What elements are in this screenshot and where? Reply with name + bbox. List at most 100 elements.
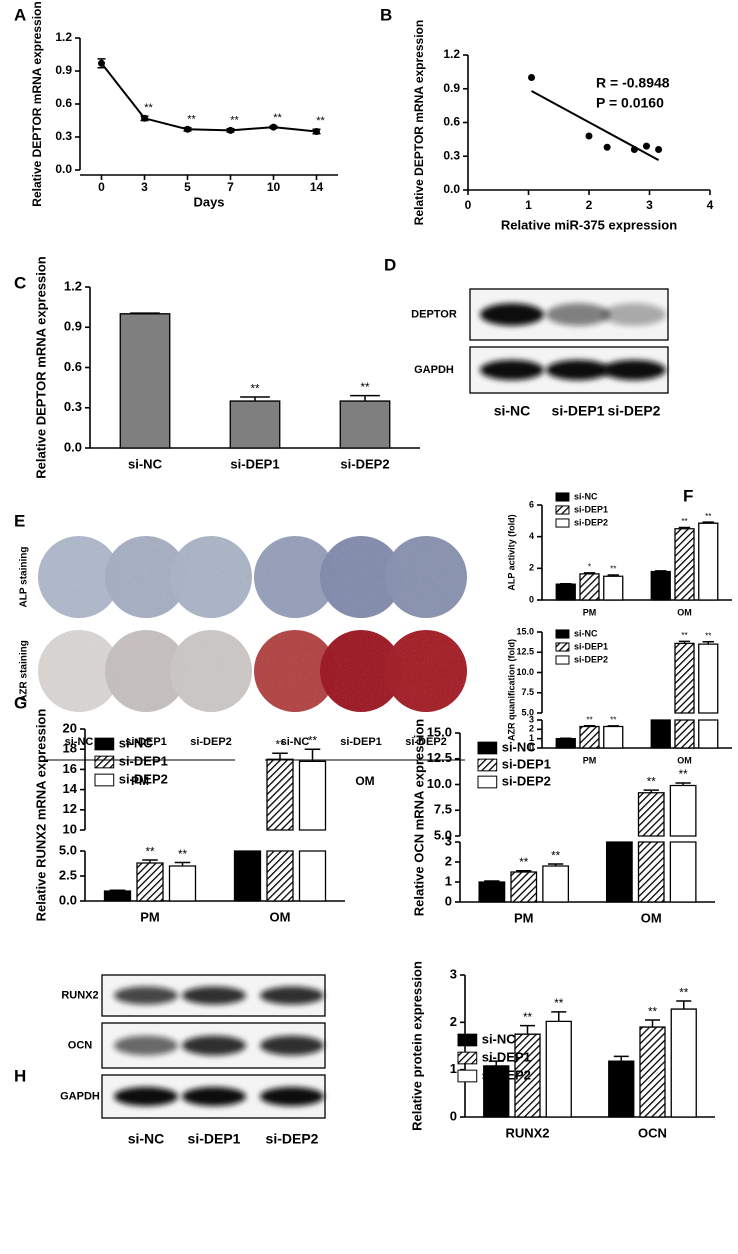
significance: ** xyxy=(308,734,318,747)
data-point xyxy=(184,125,191,133)
lane-label: si-DEP1 xyxy=(125,736,167,748)
staining-well xyxy=(385,536,467,618)
blot-band xyxy=(480,359,544,381)
bar xyxy=(168,865,197,902)
significance: ** xyxy=(679,768,689,781)
y-tick-label: 12.5 xyxy=(516,647,534,657)
error-bar xyxy=(583,725,596,727)
y-tick-label: 0.3 xyxy=(64,399,82,414)
staining-row-label: ALP staining xyxy=(19,547,30,608)
legend-swatch xyxy=(94,737,115,751)
legend-swatch xyxy=(94,773,115,787)
lane-label: si-DEP1 xyxy=(188,1131,241,1147)
error-bar xyxy=(702,521,714,524)
bar xyxy=(229,400,281,449)
significance: ** xyxy=(648,1005,658,1018)
x-tick-label: 0 xyxy=(98,180,105,194)
legend-label: si-DEP2 xyxy=(482,1067,531,1082)
y-tick-label: 20 xyxy=(63,720,77,735)
lane-label: si-NC xyxy=(128,1131,165,1147)
legend-label: si-DEP1 xyxy=(119,753,168,768)
x-tick-label: 7 xyxy=(227,180,234,194)
error-bar xyxy=(520,1024,535,1035)
legend-label: si-DEP1 xyxy=(574,504,608,514)
y-tick-label: 2 xyxy=(445,853,452,868)
lane-label: si-NC xyxy=(65,736,94,748)
significance: ** xyxy=(275,739,285,752)
y-axis-label: Relative DEPTOR mRNA expression xyxy=(412,20,426,225)
x-tick-label: PM xyxy=(583,755,597,765)
legend-label: si-NC xyxy=(119,735,154,750)
x-axis-label: Relative miR-375 expression xyxy=(501,217,677,232)
y-tick-label: 5.0 xyxy=(434,827,452,842)
legend-swatch xyxy=(555,655,570,665)
blot-row-label: GAPDH xyxy=(60,1090,100,1102)
error-bar xyxy=(676,1000,692,1010)
blot-row-label: GAPDH xyxy=(414,364,454,376)
error-bar xyxy=(678,640,691,644)
y-tick-label: 0.9 xyxy=(443,81,460,95)
significance: ** xyxy=(360,381,370,394)
y-tick-label: 1.2 xyxy=(64,278,82,293)
legend-swatch xyxy=(477,775,498,789)
x-tick-label: OM xyxy=(270,909,291,924)
significance: ** xyxy=(316,115,325,127)
error-bar xyxy=(109,889,126,891)
blot-band xyxy=(602,303,666,326)
significance: ** xyxy=(705,631,712,640)
significance: ** xyxy=(681,517,688,526)
error-bar xyxy=(488,1060,504,1066)
y-tick-label: 0.6 xyxy=(55,96,72,110)
x-tick-label: 10 xyxy=(267,180,281,194)
y-tick-label: 18 xyxy=(63,741,77,756)
bar xyxy=(670,1008,697,1118)
staining-well xyxy=(38,630,120,712)
bar xyxy=(669,784,697,903)
y-axis-label: Relative protein expression xyxy=(409,961,424,1131)
lane-label: si-DEP2 xyxy=(266,1131,319,1147)
bar xyxy=(510,871,538,903)
significance: ** xyxy=(144,102,153,114)
bar xyxy=(103,890,132,902)
y-axis-label: Relative DEPTOR mRNA expression xyxy=(30,1,44,206)
x-tick-label: si-NC xyxy=(128,456,163,471)
bar xyxy=(603,725,624,749)
significance: ** xyxy=(551,849,561,862)
x-tick-label: OM xyxy=(641,910,662,925)
blot-band xyxy=(182,1087,246,1106)
x-tick-label: 3 xyxy=(141,180,148,194)
blot-band xyxy=(182,1035,246,1056)
legend-swatch xyxy=(477,741,498,755)
error-bar xyxy=(350,394,380,402)
significance: ** xyxy=(523,1011,533,1024)
staining-well xyxy=(170,536,252,618)
data-line xyxy=(100,62,317,133)
error-bar xyxy=(484,880,500,882)
error-bar xyxy=(613,1055,629,1062)
y-tick-label: 10.0 xyxy=(427,776,452,791)
bar xyxy=(555,738,576,749)
blot-band xyxy=(260,1035,324,1056)
y-tick-label: 0 xyxy=(450,1108,457,1123)
bar xyxy=(650,570,671,601)
data-point xyxy=(227,126,234,134)
y-tick-label: 12.5 xyxy=(427,750,452,765)
x-tick-label: PM xyxy=(583,607,597,617)
blot-band xyxy=(114,1087,178,1106)
legend-label: si-DEP1 xyxy=(502,756,551,771)
data-point xyxy=(585,132,593,140)
error-bar xyxy=(607,725,619,727)
error-bar xyxy=(678,526,691,529)
y-tick-label: 0.3 xyxy=(55,129,72,143)
blot-band xyxy=(480,303,544,326)
data-point xyxy=(630,146,638,153)
bar xyxy=(605,841,633,903)
legend-label: si-DEP2 xyxy=(502,773,551,788)
x-tick-label: 1 xyxy=(525,198,532,212)
error-bar xyxy=(655,570,667,572)
x-tick-label: si-DEP2 xyxy=(340,456,389,471)
legend-label: si-NC xyxy=(482,1031,517,1046)
legend-label: si-DEP2 xyxy=(574,654,608,664)
y-tick-label: 0.3 xyxy=(443,148,460,162)
significance: ** xyxy=(178,848,188,861)
